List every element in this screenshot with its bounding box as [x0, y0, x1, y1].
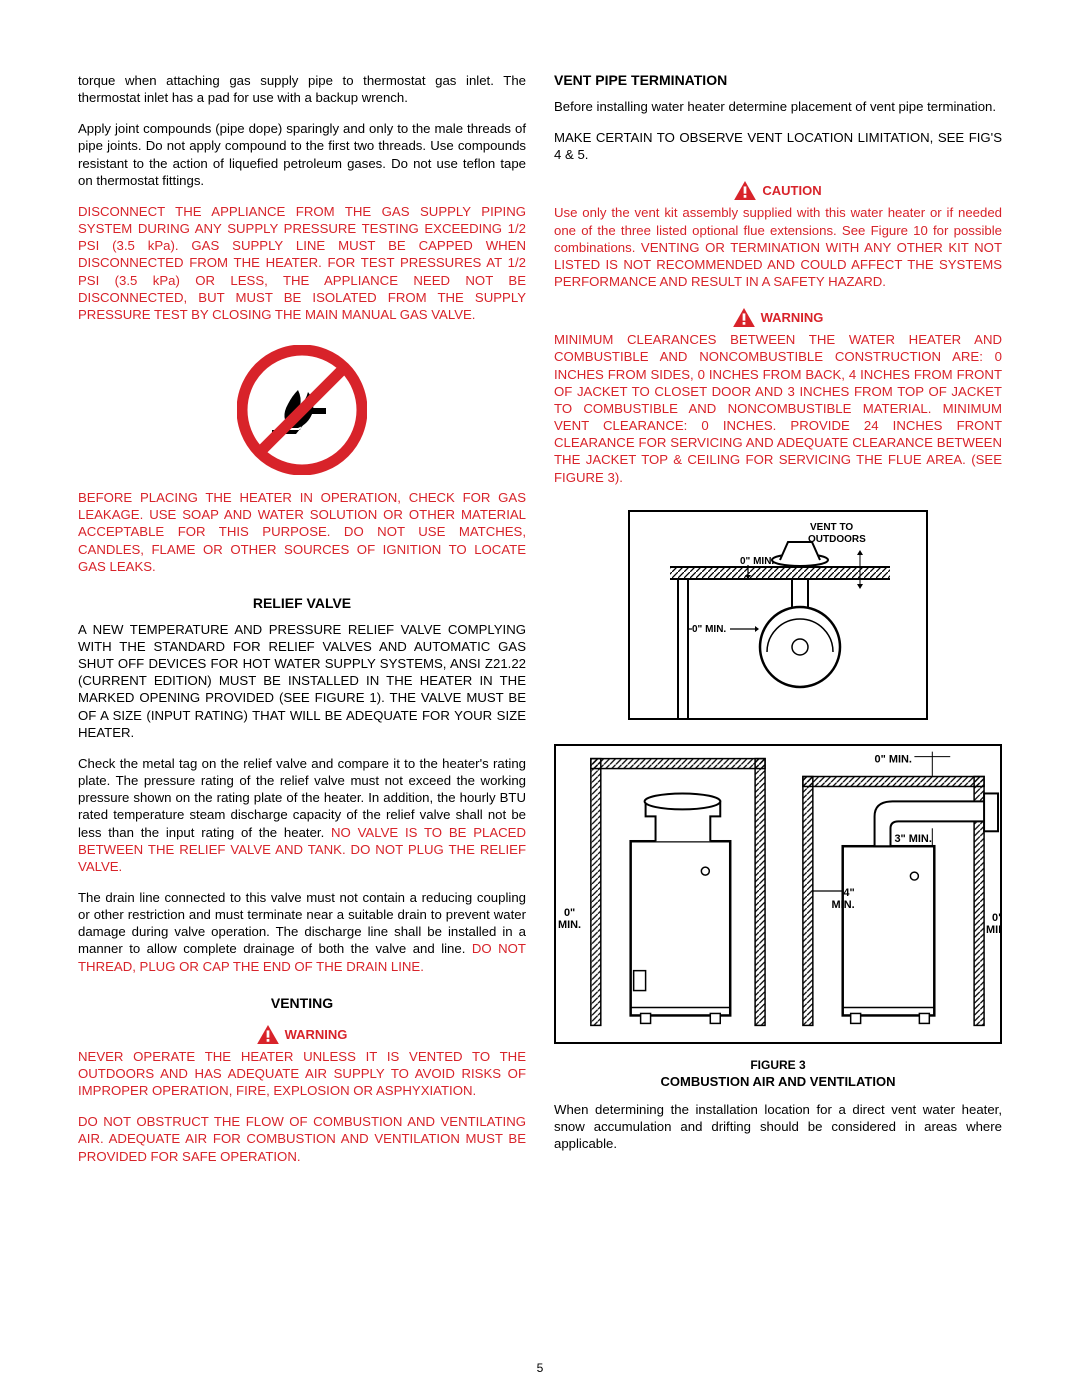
warning-label: WARNING: [285, 1027, 348, 1042]
paragraph: When determining the installation locati…: [554, 1101, 1002, 1152]
svg-text:0" MIN.: 0" MIN.: [740, 556, 774, 567]
text: The drain line connected to this valve m…: [78, 890, 526, 956]
paragraph-warning: BEFORE PLACING THE HEATER IN OPERATION, …: [78, 489, 526, 575]
svg-text:MIN.: MIN.: [558, 919, 581, 931]
paragraph: Check the metal tag on the relief valve …: [78, 755, 526, 875]
svg-text:0": 0": [992, 912, 1000, 924]
svg-text:OUTDOORS: OUTDOORS: [808, 534, 866, 545]
figure-caption: FIGURE 3: [554, 1058, 1002, 1072]
svg-text:MIN.: MIN.: [832, 899, 855, 911]
right-column: VENT PIPE TERMINATION Before installing …: [554, 72, 1002, 1357]
warning-row: WARNING: [554, 308, 1002, 327]
section-heading: VENT PIPE TERMINATION: [554, 72, 1002, 88]
paragraph: Apply joint compounds (pipe dope) sparin…: [78, 120, 526, 189]
section-heading: VENTING: [78, 995, 526, 1011]
svg-text:3" MIN.: 3" MIN.: [894, 833, 931, 845]
warning-icon: [733, 308, 755, 327]
svg-text:4": 4": [843, 887, 854, 899]
warning-label: WARNING: [761, 310, 824, 325]
paragraph-warning: DISCONNECT THE APPLIANCE FROM THE GAS SU…: [78, 203, 526, 323]
section-heading: RELIEF VALVE: [78, 595, 526, 611]
paragraph: torque when attaching gas supply pipe to…: [78, 72, 526, 106]
paragraph-warning: Use only the vent kit assembly supplied …: [554, 204, 1002, 290]
paragraph-warning: NEVER OPERATE THE HEATER UNLESS IT IS VE…: [78, 1048, 526, 1099]
caution-row: CAUTION: [554, 181, 1002, 200]
left-column: torque when attaching gas supply pipe to…: [78, 72, 526, 1357]
paragraph: Before installing water heater determine…: [554, 98, 1002, 115]
page-number: 5: [537, 1361, 544, 1375]
svg-text:0" MIN.: 0" MIN.: [875, 753, 912, 765]
warning-icon: [257, 1025, 279, 1044]
svg-text:0": 0": [564, 907, 575, 919]
figure-bottom: 0" MIN. 0" MIN. 3" MIN. 4" MIN.: [554, 744, 1002, 1044]
paragraph: MAKE CERTAIN TO OBSERVE VENT LOCATION LI…: [554, 129, 1002, 163]
caution-label: CAUTION: [762, 183, 821, 198]
paragraph-warning: MINIMUM CLEARANCES BETWEEN THE WATER HEA…: [554, 331, 1002, 485]
svg-text:0" MIN.: 0" MIN.: [692, 624, 726, 635]
warning-icon: [734, 181, 756, 200]
paragraph: The drain line connected to this valve m…: [78, 889, 526, 975]
warning-row: WARNING: [78, 1025, 526, 1044]
paragraph-warning: DO NOT OBSTRUCT THE FLOW OF COMBUSTION A…: [78, 1113, 526, 1164]
svg-text:VENT TO: VENT TO: [810, 522, 853, 533]
svg-text:MIN.: MIN.: [986, 923, 1000, 935]
paragraph: A NEW TEMPERATURE AND PRESSURE RELIEF VA…: [78, 621, 526, 741]
figure-top: 0" MIN. 0" MIN. VENT TO OUTDOORS: [554, 500, 1002, 734]
section-heading: COMBUSTION AIR AND VENTILATION: [554, 1074, 1002, 1089]
no-flame-sign: [78, 345, 526, 475]
